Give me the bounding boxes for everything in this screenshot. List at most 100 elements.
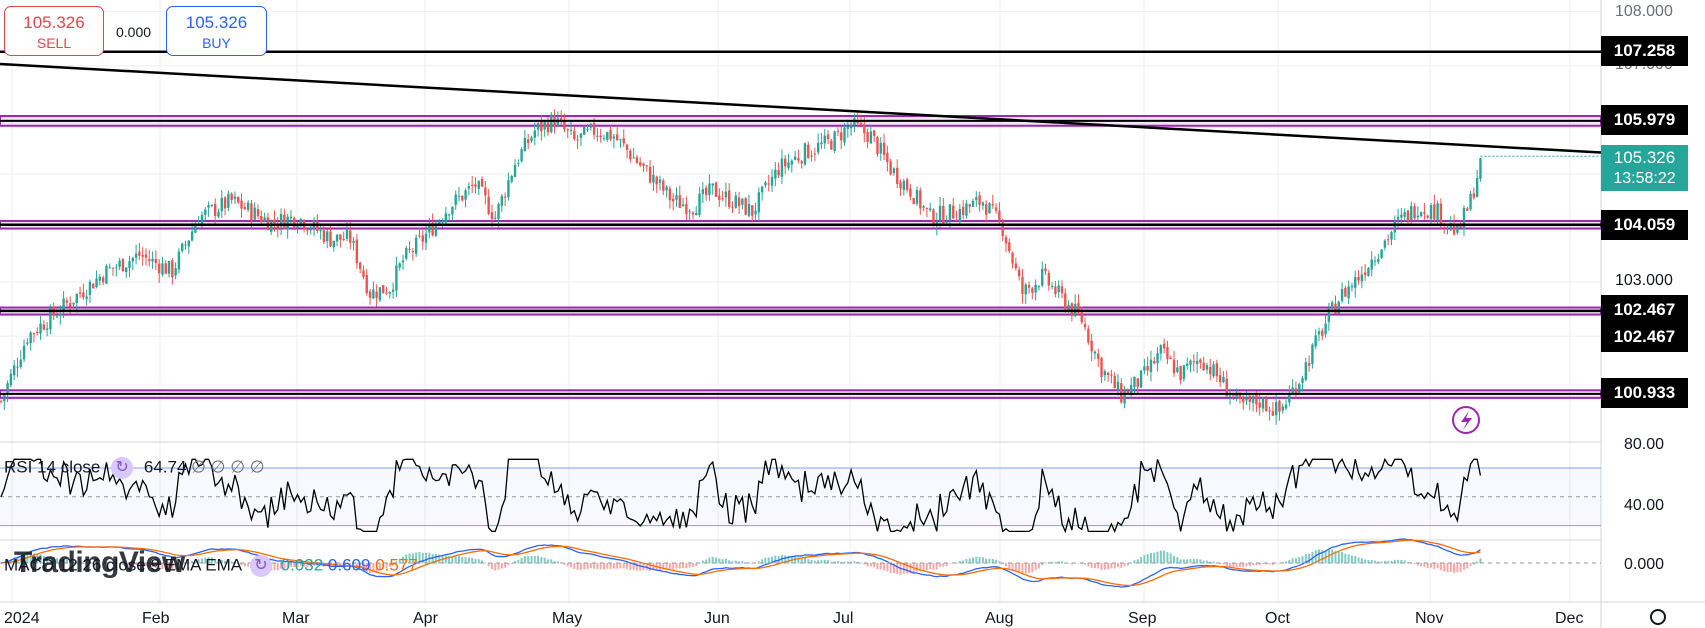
candle-body [1284, 404, 1288, 409]
candle-body [438, 221, 441, 225]
candle-body [665, 186, 668, 191]
candle-body [1120, 383, 1123, 403]
macd-hist-bar [1004, 563, 1007, 567]
candle-body [1278, 400, 1281, 412]
macd-hist-bar [1173, 555, 1176, 564]
candle-body [876, 137, 879, 155]
candle-body [1340, 288, 1344, 301]
macd-hist-bar [1159, 550, 1162, 564]
candle-body [1347, 286, 1350, 299]
candle-body [1077, 302, 1080, 313]
macd-hist-bar [26, 553, 29, 564]
candle-body [721, 198, 724, 200]
candle-body [157, 263, 161, 274]
candle-body [101, 277, 105, 283]
candle-body [171, 260, 174, 278]
macd-hist-bar [138, 563, 141, 566]
sell-button[interactable]: 105.326 SELL [4, 6, 104, 56]
macd-hist-bar [293, 563, 296, 568]
candle-body [843, 127, 846, 143]
candle-body [1344, 288, 1347, 297]
macd-hist-bar [602, 563, 605, 570]
buy-button[interactable]: 105.326 BUY [166, 6, 267, 56]
candle-body [326, 231, 329, 242]
macd-hist-bar [985, 558, 988, 564]
candle-body [1456, 224, 1459, 233]
candle-body [184, 244, 187, 246]
candle-body [428, 224, 431, 233]
candle-body [955, 219, 958, 221]
macd-hist-bar [1383, 560, 1386, 564]
macd-hist-bar [1350, 555, 1353, 564]
candle-body [625, 144, 629, 151]
rsi-legend[interactable]: RSI 14 close ↻ 64.74 ∅ ∅ ∅ ∅ [4, 457, 265, 479]
macd-hist-bar [906, 563, 909, 574]
macd-hist-bar [1308, 553, 1311, 564]
candle-body [1423, 212, 1426, 214]
macd-hist-bar [217, 560, 220, 564]
candle-body [213, 203, 217, 216]
candle-body [210, 204, 214, 206]
macd-hist-bar [771, 556, 774, 564]
candle-body [6, 383, 9, 395]
axis-label-108: 108.000 [1615, 3, 1673, 20]
macd-legend[interactable]: MACD 12 26 close 9 EMA EMA ↻ 0.032 0.609… [4, 555, 418, 577]
macd-hist-bar [1252, 563, 1255, 566]
macd-hist-bar [939, 563, 942, 567]
candle-body [714, 182, 718, 197]
candle-body [470, 185, 474, 187]
macd-hist-bar [869, 563, 872, 567]
macd-hist-bar [1439, 563, 1442, 571]
macd-hist-bar [632, 563, 635, 571]
macd-hist-bar [1229, 563, 1232, 568]
macd-hist-bar [1430, 563, 1433, 568]
macd-hist-bar [662, 563, 665, 570]
macd-hist-bar [286, 563, 289, 568]
candle-body [263, 217, 266, 222]
macd-hist-bar [616, 563, 619, 569]
candle-body [698, 193, 701, 215]
macd-hist-bar [919, 563, 922, 572]
candle-body [731, 206, 734, 208]
candle-body [78, 292, 82, 294]
macd-hist-bar [1479, 558, 1482, 564]
macd-hist-bar [474, 558, 477, 564]
candle-body [395, 265, 398, 291]
x-axis-label: Aug [985, 610, 1013, 627]
macd-hist-bar [659, 563, 661, 570]
candle-body [217, 211, 220, 217]
candle-body [355, 239, 359, 264]
macd-hist-bar [425, 553, 428, 564]
macd-settings-icon[interactable]: ↻ [249, 555, 272, 577]
macd-hist-bar [339, 563, 342, 566]
candle-body [1100, 357, 1103, 378]
candle-body [167, 260, 171, 274]
macd-hist-bar [955, 562, 958, 564]
macd-hist-bar [1334, 551, 1337, 564]
candle-body [994, 207, 998, 211]
sell-label: SELL [36, 35, 72, 51]
macd-hist-bar [741, 561, 744, 564]
macd-hist-bar [1060, 561, 1063, 564]
macd-hist-bar [553, 560, 556, 564]
macd-hist-bar [154, 563, 157, 568]
candle-body [1146, 365, 1149, 371]
candle-body [1429, 205, 1433, 220]
candle-body [622, 138, 625, 144]
macd-hist-bar [1360, 558, 1363, 564]
macd-hist-bar [1370, 560, 1373, 564]
macd-hist-bar [794, 556, 797, 564]
candle-body [342, 239, 345, 241]
macd-hist-bar [29, 553, 32, 564]
macd-hist-bar [810, 560, 813, 564]
candle-body [85, 296, 88, 299]
rsi-settings-icon[interactable]: ↻ [111, 457, 134, 479]
candle-body [1017, 269, 1021, 277]
candle-body [952, 205, 955, 219]
candle-body [596, 135, 599, 137]
candle-body [1330, 302, 1334, 308]
macd-hist-bar [1225, 563, 1228, 567]
macd-hist-bar [988, 558, 991, 564]
macd-hist-bar [619, 563, 622, 569]
